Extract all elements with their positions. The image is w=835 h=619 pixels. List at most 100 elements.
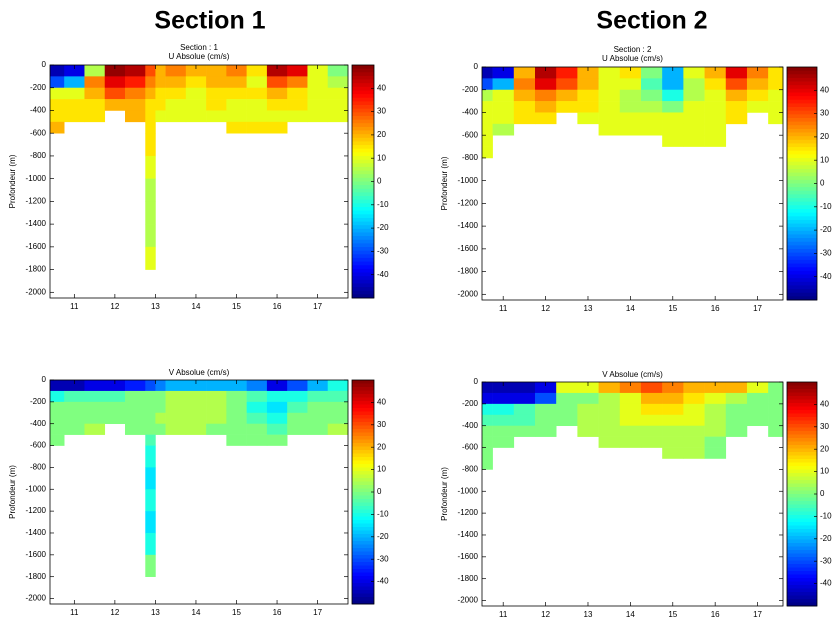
heatmap-cell [246,380,268,392]
colorbar-tick-label: 30 [820,422,829,431]
colorbar-swatch [787,223,817,228]
colorbar-swatch [787,543,817,547]
colorbar-tick-label: -30 [820,249,832,258]
y-tick-label: -1000 [26,174,47,183]
colorbar-swatch [352,467,374,472]
heatmap-cell [145,445,156,468]
colorbar-swatch [352,485,374,489]
y-axis-label: Profondeur (m) [8,465,17,519]
y-tick-label: -400 [462,108,479,117]
colorbar-swatch [787,161,817,166]
heatmap-cell [155,390,166,403]
heatmap-cell [266,110,288,123]
heatmap-cell [577,112,599,125]
heatmap-cell [662,101,684,113]
heatmap-cell [266,65,288,77]
panel-title: V Absolue (cm/s) [602,370,663,379]
heatmap-cell [307,401,329,414]
heatmap-cell [287,423,308,435]
colorbar-swatch [352,141,374,146]
x-tick-label: 17 [313,302,322,311]
colorbar-swatch [352,112,374,117]
colorbar-swatch [352,247,374,252]
heatmap-cell [206,87,227,100]
colorbar-swatch [352,119,374,124]
heatmap-cell [50,110,65,123]
heatmap-cell [768,425,784,437]
heatmap-cell [725,78,748,91]
colorbar-swatch [787,392,817,397]
heatmap-cell [704,425,727,437]
colorbar-swatch [787,518,817,523]
colorbar-swatch [787,194,817,199]
colorbar-swatch [787,448,817,453]
x-tick-label: 14 [626,304,635,313]
y-tick-label: -1800 [458,267,479,276]
colorbar-swatch [787,438,817,442]
colorbar-swatch [352,279,374,284]
colorbar-swatch [352,115,374,121]
colorbar-swatch [352,583,374,587]
heatmap-cell [513,67,536,79]
heatmap-cell [50,380,65,392]
heatmap-cell [155,412,166,425]
colorbar-swatch [352,513,374,517]
heatmap-cell [185,401,207,414]
heatmap-cell [165,423,187,435]
heatmap-cell [534,392,557,405]
heatmap-cell [104,401,126,414]
colorbar-swatch [787,585,817,589]
heatmap-cell [64,87,85,100]
colorbar-swatch [787,198,817,203]
y-tick-label: -1800 [26,572,47,581]
heatmap-cell [185,380,207,392]
heatmap-cell [50,87,65,100]
colorbar-swatch [352,148,374,153]
heatmap-cell [746,382,769,394]
heatmap-cell [125,99,146,111]
heatmap-cell [619,89,642,102]
colorbar-swatch [787,103,817,108]
heatmap-cell [287,412,308,425]
heatmap-cell [145,246,156,270]
heatmap-cell [64,65,85,77]
heatmap-cell [768,78,784,91]
heatmap-cell [125,65,146,77]
heatmap-cell [226,380,247,392]
colorbar-swatch [787,238,817,243]
x-tick-label: 11 [499,304,508,313]
heatmap-cell [492,414,515,427]
colorbar-swatch [787,150,817,155]
heatmap-cell [165,65,187,77]
heatmap-cell [492,67,515,79]
colorbar-swatch [352,188,374,193]
heatmap-cell [482,414,493,427]
colorbar-swatch [352,411,374,416]
heatmap-cell [307,87,329,100]
heatmap-cell [266,390,288,403]
x-tick-label: 17 [753,610,762,619]
colorbar-swatch [352,509,374,514]
heatmap-cell [246,390,268,403]
colorbar-swatch [352,177,374,182]
colorbar-swatch [787,114,817,119]
heatmap-cell [725,89,748,102]
colorbar-swatch [352,534,374,538]
y-tick-label: -1600 [26,550,47,559]
heatmap-cell [104,390,126,403]
colorbar-swatch [352,137,374,142]
colorbar-swatch [352,134,374,139]
colorbar-tick-label: 0 [820,489,825,498]
heatmap-cell [84,401,106,414]
heatmap-cell [619,414,642,427]
colorbar-swatch [787,511,817,516]
heatmap-cell [492,425,515,437]
colorbar-swatch [787,553,817,558]
y-tick-label: -1400 [458,530,479,539]
heatmap-cell [492,112,515,125]
heatmap-cell [64,99,85,111]
colorbar-tick-label: 10 [377,153,386,162]
heatmap-cell [598,382,621,394]
colorbar-swatch [787,539,817,544]
